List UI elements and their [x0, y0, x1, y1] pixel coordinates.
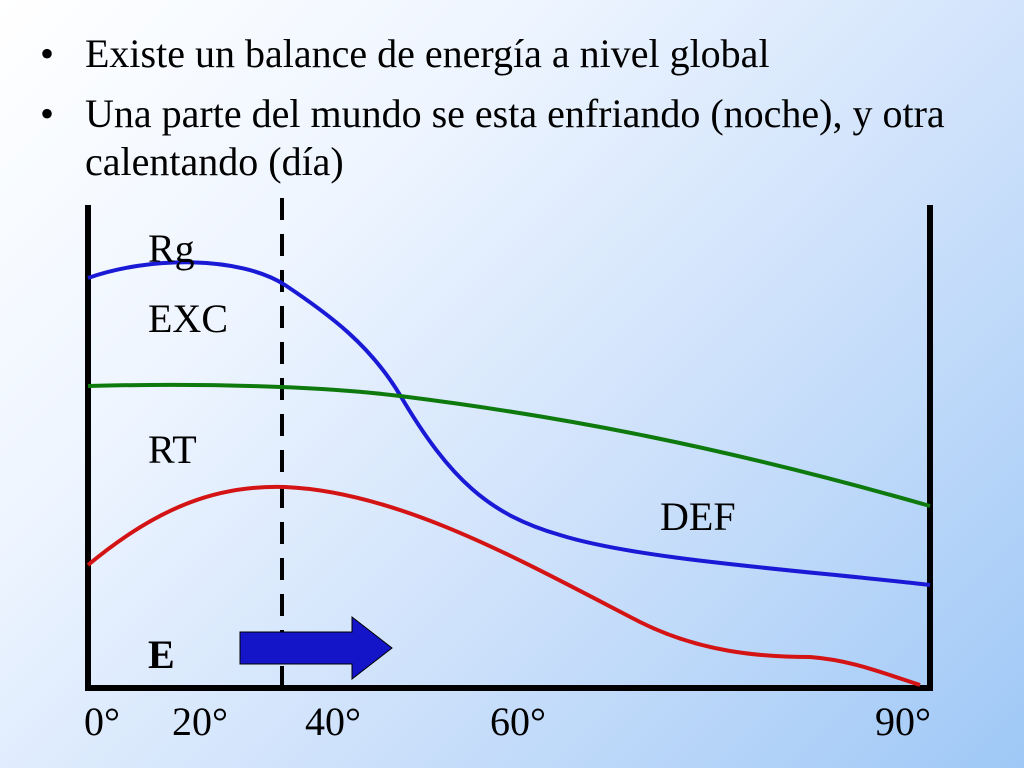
bullet-item: • Una parte del mundo se esta enfriando … [40, 90, 1000, 186]
e-label: E [148, 632, 175, 677]
tick-label: 20° [172, 699, 228, 744]
tick-label: 60° [490, 699, 546, 744]
rg-label: Rg [148, 226, 195, 271]
e-curve [86, 484, 921, 687]
bullet-text: Existe un balance de energía a nivel glo… [85, 31, 770, 76]
rt-label: RT [148, 427, 197, 472]
tick-label: 40° [305, 699, 361, 744]
bullet-marker: • [40, 91, 55, 136]
tick-label: 0° [84, 699, 120, 744]
rt-curve [87, 382, 931, 508]
rg-curve [87, 260, 931, 587]
arrow-right-icon [239, 615, 393, 681]
bullet-marker: • [40, 31, 55, 76]
def-label: DEF [660, 494, 736, 539]
bullet-list: • Existe un balance de energía a nivel g… [40, 30, 1000, 198]
tick-label: 90° [875, 699, 931, 744]
bullet-item: • Existe un balance de energía a nivel g… [40, 30, 1000, 78]
bullet-text: Una parte del mundo se esta enfriando (n… [85, 91, 945, 184]
exc-label: EXC [148, 296, 228, 341]
